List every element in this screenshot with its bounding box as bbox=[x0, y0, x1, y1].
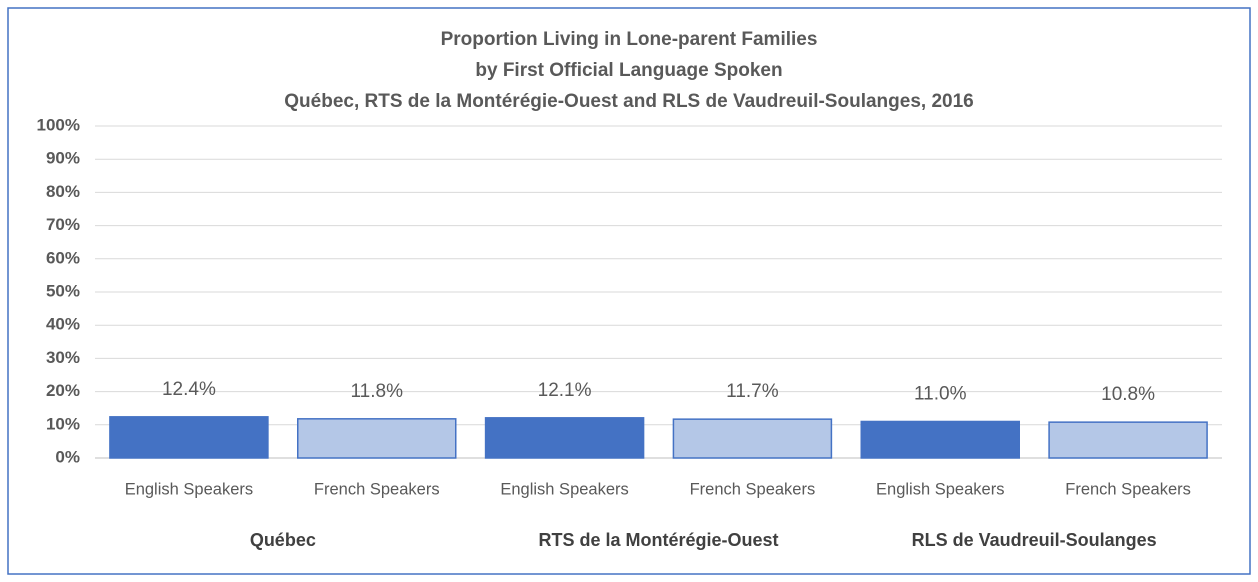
bar bbox=[1048, 421, 1208, 459]
x-tick-label: English Speakers bbox=[876, 480, 1004, 498]
data-label: 12.1% bbox=[538, 380, 592, 401]
x-tick-label: French Speakers bbox=[1065, 480, 1191, 498]
data-label: 10.8% bbox=[1101, 384, 1155, 405]
group-label: Québec bbox=[250, 530, 316, 550]
group-label: RLS de Vaudreuil-Soulanges bbox=[912, 530, 1157, 550]
chart-title: by First Official Language Spoken bbox=[475, 60, 782, 81]
y-tick-label: 40% bbox=[46, 315, 80, 334]
y-tick-label: 100% bbox=[37, 115, 80, 134]
y-tick-label: 90% bbox=[46, 149, 80, 168]
data-label: 11.7% bbox=[726, 381, 779, 402]
bar bbox=[484, 417, 645, 459]
x-tick-label: French Speakers bbox=[690, 480, 816, 498]
bar bbox=[860, 420, 1020, 459]
x-tick-label: English Speakers bbox=[125, 480, 253, 498]
data-label: 11.0% bbox=[914, 383, 967, 404]
group-label: RTS de la Montérégie-Ouest bbox=[538, 530, 778, 550]
y-tick-label: 30% bbox=[46, 348, 80, 367]
chart-title: Proportion Living in Lone-parent Familie… bbox=[441, 29, 818, 50]
y-tick-label: 80% bbox=[46, 182, 80, 201]
y-tick-label: 50% bbox=[46, 281, 80, 300]
y-tick-label: 70% bbox=[46, 215, 80, 234]
bar bbox=[109, 416, 269, 459]
chart-title: Québec, RTS de la Montérégie-Ouest and R… bbox=[284, 91, 973, 112]
data-label: 11.8% bbox=[351, 381, 404, 402]
y-tick-label: 10% bbox=[46, 414, 80, 433]
x-tick-label: English Speakers bbox=[500, 480, 628, 498]
x-tick-label: French Speakers bbox=[314, 480, 440, 498]
y-tick-label: 60% bbox=[46, 248, 80, 267]
data-label: 12.4% bbox=[162, 379, 216, 400]
bar bbox=[672, 418, 833, 459]
bar bbox=[297, 418, 457, 459]
y-tick-label: 0% bbox=[55, 447, 80, 466]
y-tick-label: 20% bbox=[46, 381, 80, 400]
chart-border bbox=[7, 7, 1251, 575]
